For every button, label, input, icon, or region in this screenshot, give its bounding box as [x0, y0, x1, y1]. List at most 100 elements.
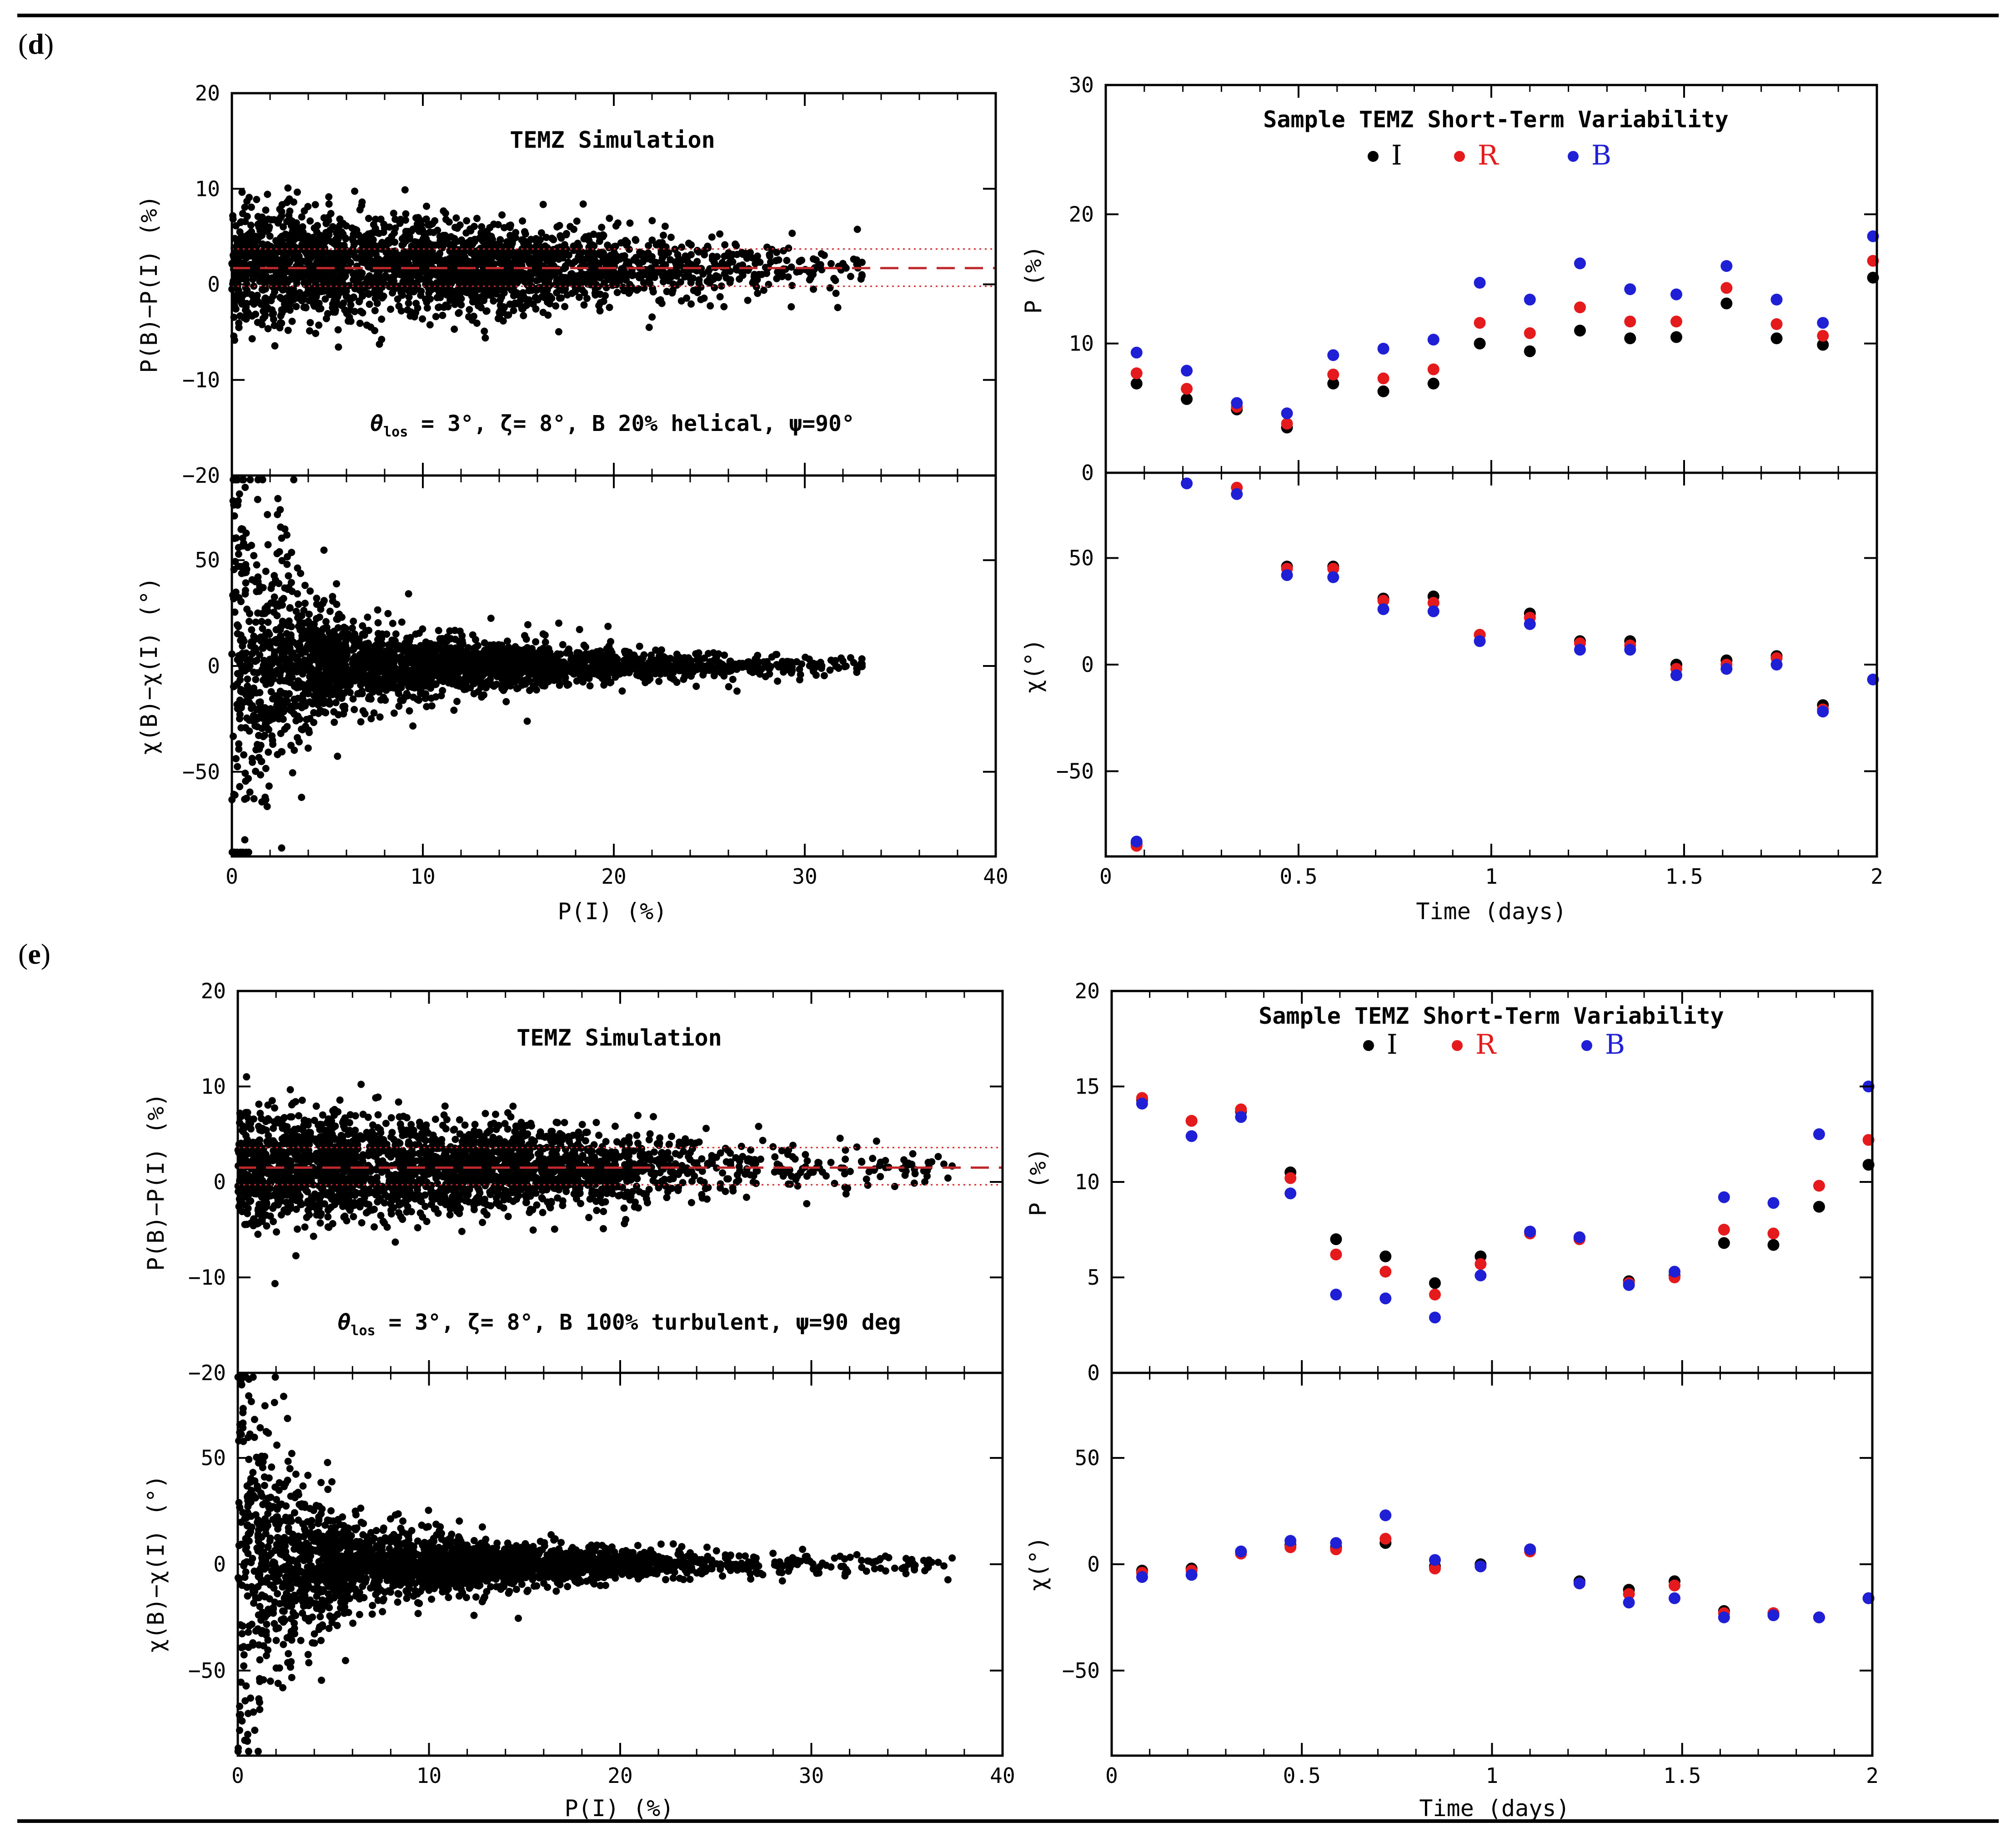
scatter-point-top: [546, 292, 554, 300]
scatter-point-top: [652, 259, 660, 266]
scatter-point-bottom: [290, 681, 298, 689]
scatter-point-top: [346, 313, 353, 321]
scatter-point-bottom: [370, 709, 378, 717]
scatter-point-top: [460, 241, 467, 249]
scatter-point-top: [264, 190, 271, 198]
scatter-point-bottom: [242, 649, 250, 657]
scatter-point-bottom: [524, 621, 532, 629]
scatter-point-bottom: [298, 794, 306, 801]
scatter-point-bottom: [267, 705, 275, 713]
scatter-point-bottom: [326, 607, 334, 615]
scatter-point-top: [471, 223, 478, 230]
scatter-point-top: [585, 232, 593, 240]
scatter-point-bottom: [359, 622, 366, 630]
scatter-point-bottom: [423, 670, 431, 677]
scatter-point-top: [660, 231, 667, 239]
scatter-point-bottom: [415, 696, 423, 704]
scatter-point-top: [289, 227, 296, 235]
scatter-point-top: [661, 222, 669, 230]
scatter-point-top: [732, 242, 740, 250]
scatter-point-top: [271, 342, 279, 350]
scatter-point-bottom: [295, 601, 302, 608]
scatter-point-bottom: [277, 523, 285, 531]
scatter-point-top: [681, 273, 689, 280]
scatter-point-top: [351, 308, 359, 315]
scatter-point-top: [783, 257, 791, 264]
scatter-point-bottom: [320, 597, 328, 605]
scatter-point-top: [267, 297, 275, 305]
scatter-point-bottom: [399, 674, 407, 682]
scatter-point-bottom: [315, 710, 322, 717]
scatter-point-top: [598, 224, 606, 231]
scatter-point-bottom: [260, 643, 267, 651]
scatter-point-bottom: [324, 663, 331, 671]
scatter-point-top: [539, 309, 547, 316]
scatter-point-top: [622, 272, 630, 280]
scatter-point-bottom: [232, 755, 240, 762]
scatter-point-top: [505, 262, 513, 270]
scatter-point-top: [532, 294, 539, 301]
scatter-point-bottom: [397, 653, 405, 661]
scatter-point-top: [744, 296, 752, 304]
scatter-point-top: [450, 239, 458, 247]
scatter-point-bottom: [311, 626, 319, 633]
scatter-point-top: [240, 313, 247, 321]
scatter-point-bottom: [555, 619, 562, 627]
scatter-point-bottom: [548, 656, 556, 663]
scatter-point-top: [451, 300, 459, 308]
scatter-point-bottom: [258, 618, 266, 626]
scatter-point-bottom: [254, 669, 261, 676]
scatter-point-bottom: [237, 724, 245, 731]
scatter-point-bottom: [350, 617, 357, 625]
scatter-point-top: [354, 276, 362, 284]
scatter-points: [228, 184, 866, 856]
scatter-point-top: [739, 250, 747, 258]
scatter-point-bottom: [390, 684, 398, 692]
scatter-point-bottom: [270, 656, 277, 664]
scatter-point-bottom: [670, 676, 677, 683]
scatter-point-bottom: [322, 709, 330, 716]
scatter-point-bottom: [514, 684, 522, 692]
scatter-point-top: [699, 270, 707, 278]
scatter-point-bottom: [582, 643, 589, 651]
scatter-point-top: [366, 257, 373, 265]
scatter-point-bottom: [278, 844, 286, 852]
scatter-point-bottom: [340, 710, 347, 718]
scatter-point-bottom: [399, 696, 407, 704]
scatter-point-top: [390, 210, 397, 217]
scatter-point-bottom: [622, 648, 630, 655]
scatter-point-top: [832, 290, 840, 297]
scatter-point-top: [512, 229, 520, 236]
scatter-point-bottom: [331, 718, 338, 726]
scatter-point-bottom: [250, 632, 258, 640]
scatter-point-top: [293, 188, 301, 196]
scatter-point-bottom: [699, 671, 707, 679]
scatter-point-bottom: [235, 745, 243, 753]
scatter-point-top: [266, 232, 274, 240]
scatter-point-top: [321, 238, 329, 245]
scatter-point-bottom: [576, 626, 583, 633]
scatter-point-top: [259, 315, 267, 322]
scatter-point-bottom: [596, 648, 604, 656]
scatter-point-bottom: [248, 650, 256, 657]
scatter-point-top: [378, 315, 386, 323]
scatter-point-top: [797, 257, 804, 265]
scatter-point-bottom: [298, 632, 306, 640]
scatter-point-top: [666, 270, 674, 277]
scatter-point-bottom: [681, 673, 689, 681]
scatter-point-bottom: [390, 709, 398, 717]
scatter-point-top: [252, 243, 260, 251]
scatter-point-top: [358, 202, 366, 210]
scatter-point-top: [415, 241, 423, 249]
scatter-point-top: [426, 321, 434, 329]
scatter-point-bottom: [349, 695, 357, 703]
scatter-point-top: [372, 215, 379, 223]
scatter-point-top: [788, 230, 796, 237]
scatter-point-top: [430, 229, 437, 236]
scatter-point-bottom: [256, 706, 264, 713]
scatter-point-top: [498, 211, 506, 219]
scatter-point-bottom: [296, 660, 303, 667]
scatter-point-top: [237, 218, 245, 225]
scatter-point-bottom: [306, 698, 313, 706]
scatter-point-bottom: [253, 561, 261, 569]
